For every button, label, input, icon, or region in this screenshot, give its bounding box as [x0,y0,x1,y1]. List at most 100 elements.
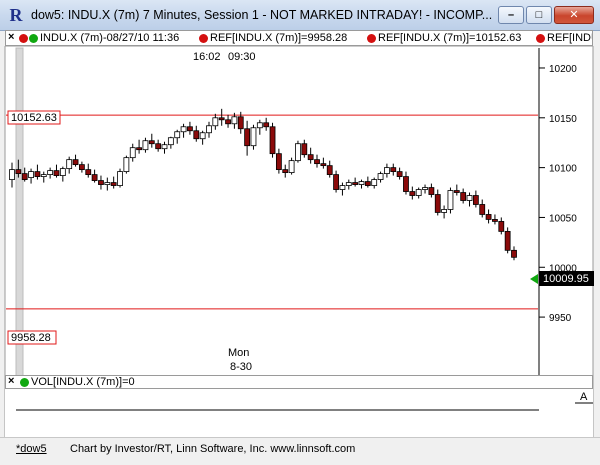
session-open-time: 09:30 [228,51,256,63]
candle-down [187,126,193,132]
candle-down [193,130,200,140]
volume-legend[interactable]: VOL[INDU.X (7m)]=0 [31,376,135,388]
legend-ref-low[interactable]: REF[INDU.X (7m)]=9958.28 [210,32,348,44]
candle-up [415,189,422,196]
legend-ref-high[interactable]: REF[INDU.X (7m)]=10152.63 [378,32,522,44]
candle-down [53,170,60,176]
chart-credit: Chart by Investor/RT, Linn Software, Inc… [70,443,356,455]
candle-down [307,154,314,161]
volume-legend-bar: × VOL[INDU.X (7m)]=0 [5,375,593,389]
candle-down [453,190,460,193]
candle-down [460,192,467,201]
candle-up [295,143,301,162]
maximize-button[interactable]: □ [526,6,552,24]
close-button[interactable]: ✕ [554,6,594,24]
app-logo-icon[interactable]: R [9,5,23,25]
session-start-time: 16:02 [193,51,221,63]
candles [9,108,517,261]
ref-low-label-box [7,330,57,345]
price-tick-label: 10000 [549,263,577,274]
candle-up [288,160,295,174]
candle-down [91,174,98,181]
price-tick-label: 10100 [549,164,577,175]
candle-up [250,127,257,147]
candle-down [485,214,492,220]
candle-up [104,182,111,185]
price-axis: 10200 10150 10100 10050 10000 9950 [539,64,577,324]
status-bar: *dow5 Chart by Investor/RT, Linn Softwar… [0,437,600,465]
candle-up [441,209,448,213]
candle-down [326,165,333,175]
ref1-dot-icon [199,34,208,43]
last-price-label: 10009.95 [543,273,589,285]
candle-down [85,169,92,175]
candle-down [15,169,22,174]
candle-up [199,132,206,140]
candle-up [123,157,130,173]
candle-up [377,173,384,180]
candle-up [47,170,54,175]
window-title: dow5: INDU.X (7m) 7 Minutes, Session 1 -… [31,8,493,22]
candle-down [275,153,282,171]
document-tab[interactable]: *dow5 [16,443,47,455]
last-price-arrow-icon [530,274,538,284]
candle-down [72,159,79,166]
candle-down [282,169,289,174]
minimize-icon: – [507,9,515,21]
candle-up [339,185,346,190]
candle-up [129,147,136,159]
volume-dot-icon [20,378,29,387]
candle-down [21,173,28,180]
candle-down [218,117,225,121]
candle-up [174,131,181,139]
ref-high-label-box [7,110,61,125]
candle-down [225,119,231,125]
last-price-box [539,271,594,286]
date-label: 8-30 [230,361,252,373]
candle-down [511,249,517,258]
candle-up [117,171,123,186]
legend-ref-truncated[interactable]: REF[INDU [547,32,592,44]
maximize-icon: □ [535,9,543,21]
candle-up [40,174,47,177]
candle-up [447,190,454,210]
candle-down [301,143,308,156]
axis-letter[interactable]: A [580,391,588,403]
candle-down [396,171,403,177]
legend-red-dot-icon [19,34,28,43]
candle-down [237,116,244,130]
volume-expand-icon[interactable]: × [8,375,15,387]
candle-up [371,179,378,186]
minimize-button[interactable]: – [498,6,524,24]
candle-up [167,137,174,146]
time-axis-panel [5,389,593,437]
candle-down [472,195,479,205]
left-scroll-handle[interactable] [15,47,24,411]
close-icon: ✕ [569,9,579,21]
candle-up [142,140,149,151]
candle-down [434,194,441,213]
price-tick-label: 10150 [549,114,577,125]
candle-up [358,181,365,185]
price-tick-label: 9950 [549,313,572,324]
legend-expand-icon[interactable]: × [8,31,15,43]
candle-down [98,180,104,185]
legend-green-dot-icon [29,34,38,43]
candle-down [364,181,371,186]
candle-down [352,182,359,185]
candle-down [148,140,155,145]
candle-up [66,159,73,170]
candle-down [263,122,270,128]
candle-up [161,144,168,150]
candle-down [479,204,486,215]
candle-down [409,191,416,196]
candle-down [492,219,498,222]
reference-lines [6,114,538,310]
legend-ticker[interactable]: INDU.X (7m)-08/27/10 11:36 [40,32,180,44]
ref-high-label: 10152.63 [11,112,57,124]
price-tick-label: 10050 [549,213,577,224]
day-label: Mon [228,347,249,359]
title-bar[interactable]: R dow5: INDU.X (7m) 7 Minutes, Session 1… [0,0,600,31]
